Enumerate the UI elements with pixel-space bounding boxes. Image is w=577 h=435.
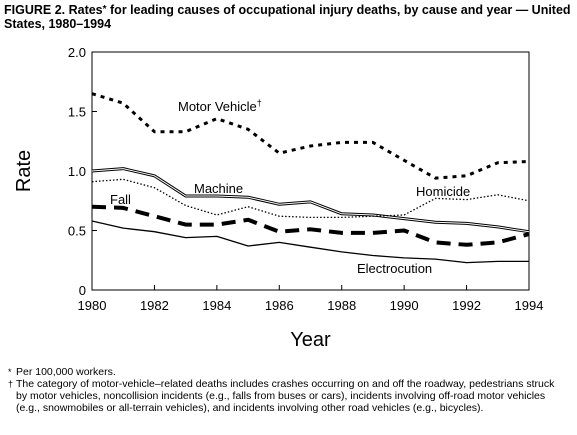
series-label-footnote-mark: † [257, 98, 262, 108]
footnote-motor-vehicle: † The category of motor-vehicle–related d… [8, 378, 555, 414]
series-label-motor-vehicle: Motor Vehicle† [178, 98, 262, 114]
series-line-inner-machine [91, 168, 530, 233]
y-tick-label: 2.0 [68, 45, 86, 60]
x-tick-label: 1986 [265, 298, 294, 313]
y-tick-label: 0.5 [68, 224, 86, 239]
line-chart: 0 0.5 1.0 1.5 2.0 1980 1982 1984 1986 1988 1990 199… [13, 45, 544, 351]
y-tick-label: 0 [79, 283, 86, 298]
x-tick-label: 1988 [327, 298, 356, 313]
series-label-machine: Machine [194, 181, 243, 196]
footnote-per-100000: * Per 100,000 workers. [8, 366, 116, 378]
y-tick-label: 1.5 [68, 105, 86, 120]
footnotes: * Per 100,000 workers. † The category of m… [8, 366, 568, 414]
x-tick-label: 1984 [202, 298, 231, 313]
y-axis-title: Rate [13, 150, 35, 192]
series-line-homicide [91, 178, 530, 219]
series-label-electrocution: Electrocution [357, 261, 432, 276]
y-tick-label: 1.0 [68, 164, 86, 179]
x-tick-label: 1990 [390, 298, 419, 313]
x-tick-label: 1994 [515, 298, 544, 313]
figure-title: FIGURE 2. Rates* for leading causes of o… [4, 3, 571, 31]
x-tick-label: 1992 [452, 298, 481, 313]
x-tick-label: 1982 [140, 298, 169, 313]
series-label-fall: Fall [110, 192, 131, 207]
series-line-motor-vehicle [91, 92, 530, 180]
series-line-electrocution [91, 220, 529, 264]
x-tick-label: 1980 [78, 298, 107, 313]
x-axis-title: Year [290, 329, 331, 351]
series-label-homicide: Homicide [416, 184, 470, 199]
plot-frame [91, 51, 530, 291]
series-line-fall [91, 204, 530, 247]
